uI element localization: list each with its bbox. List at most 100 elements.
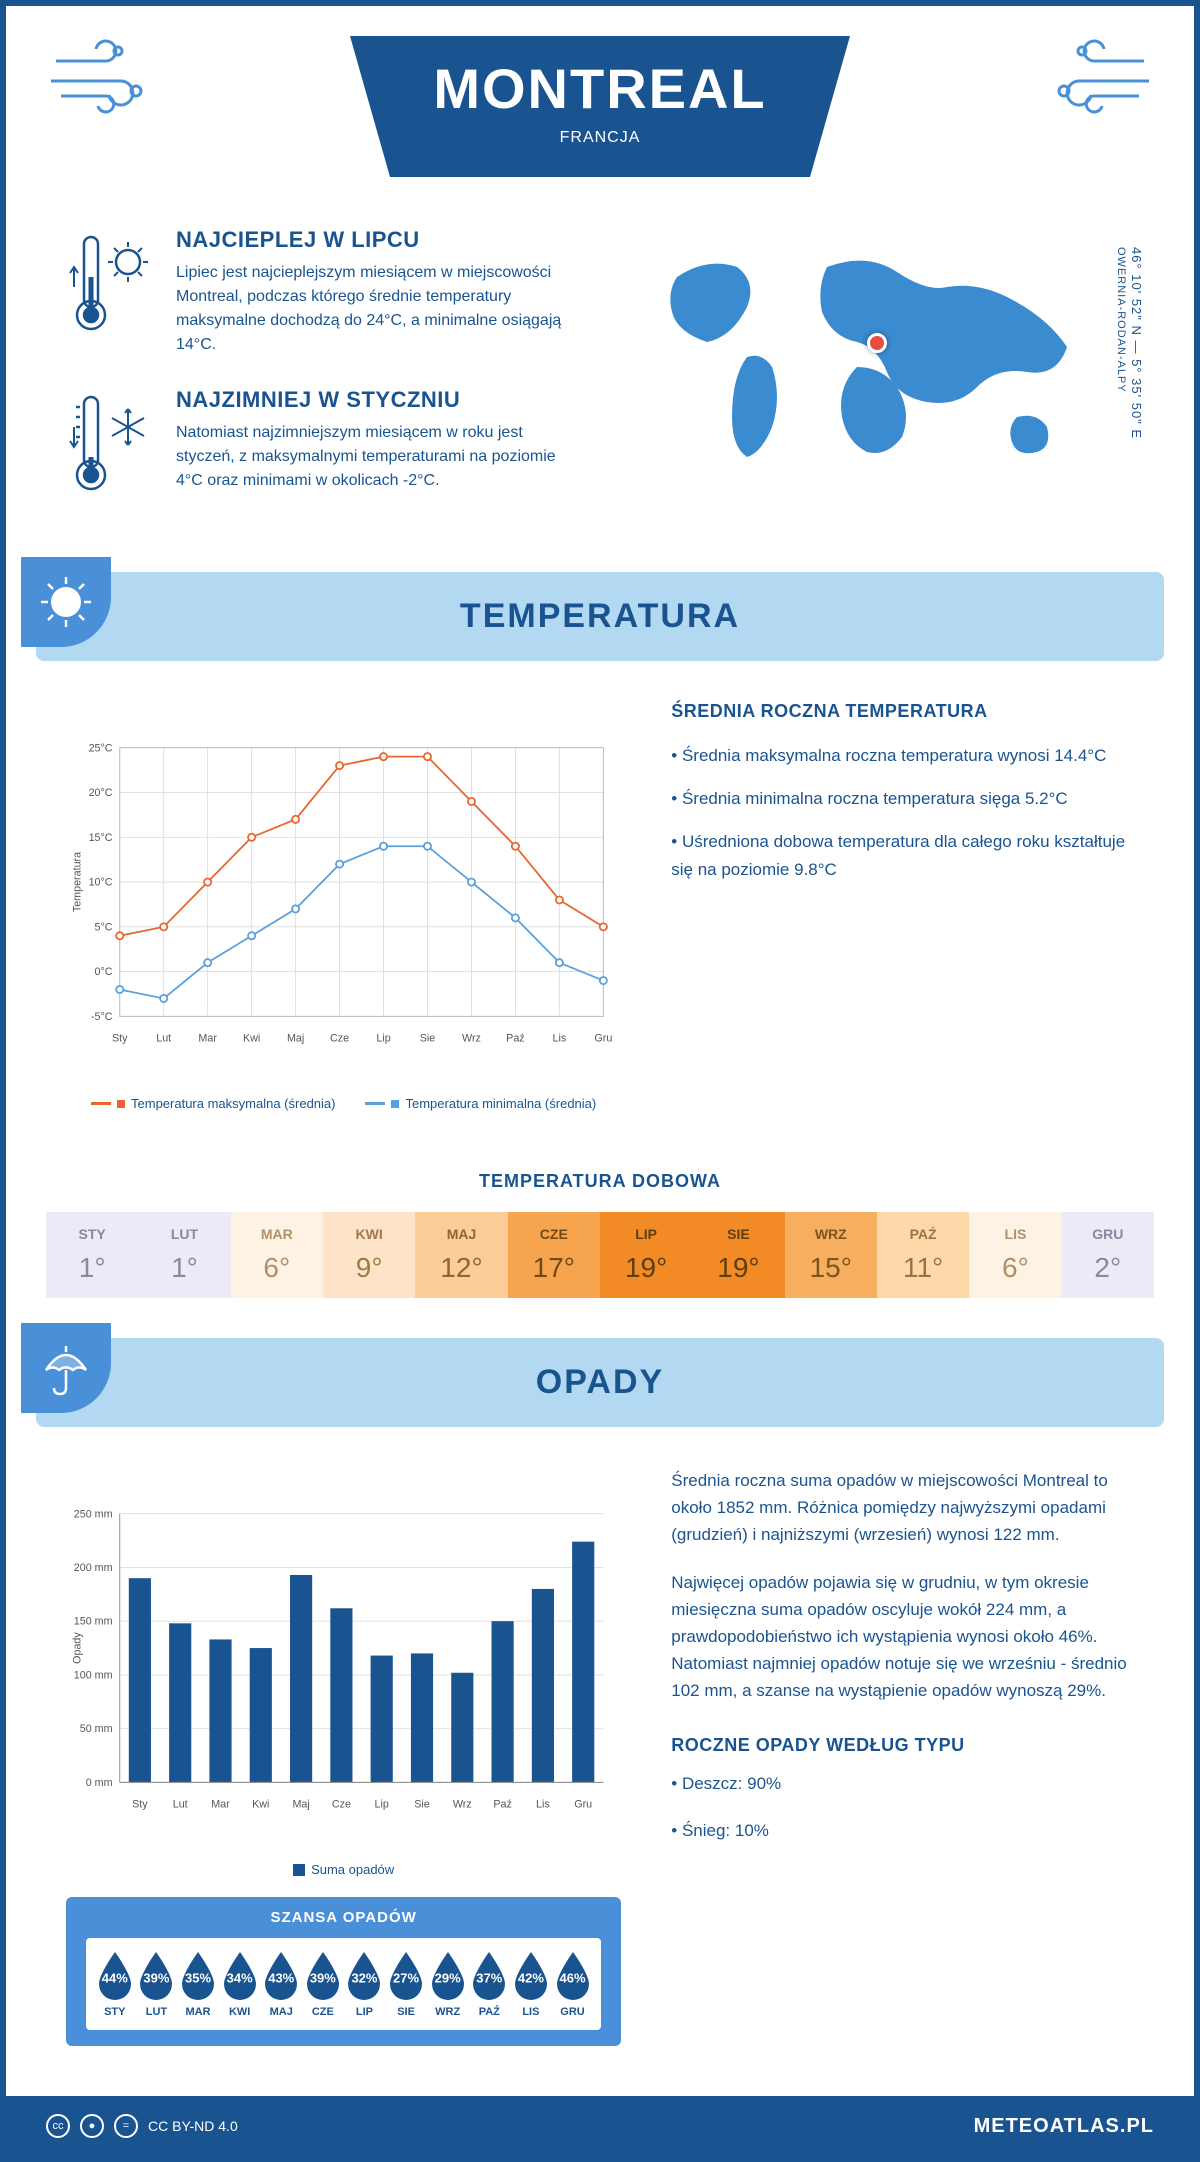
svg-text:Temperatura: Temperatura bbox=[71, 852, 83, 912]
footer-site: METEOATLAS.PL bbox=[974, 2115, 1154, 2138]
intro-left: NAJCIEPLEJ W LIPCU Lipiec jest najcieple… bbox=[66, 227, 580, 532]
svg-text:25°C: 25°C bbox=[89, 742, 113, 754]
cc-icon: cc bbox=[46, 2114, 70, 2138]
svg-text:Paź: Paź bbox=[506, 1032, 525, 1044]
daily-temp-title: TEMPERATURA DOBOWA bbox=[6, 1151, 1194, 1212]
location-marker-icon bbox=[867, 333, 887, 353]
country-subtitle: FRANCJA bbox=[430, 129, 770, 147]
svg-text:Wrz: Wrz bbox=[453, 1798, 472, 1810]
precipitation-legend: Suma opadów bbox=[66, 1862, 621, 1877]
svg-text:Lis: Lis bbox=[536, 1798, 550, 1810]
precip-p2: Najwięcej opadów pojawia się w grudniu, … bbox=[671, 1569, 1134, 1705]
svg-text:20°C: 20°C bbox=[89, 787, 113, 799]
warmest-body: Lipiec jest najcieplejszym miesiącem w m… bbox=[176, 261, 580, 357]
chance-drop: 43% MAJ bbox=[260, 1950, 302, 2018]
header: MONTREAL FRANCJA bbox=[6, 6, 1194, 197]
svg-text:Sie: Sie bbox=[420, 1032, 436, 1044]
svg-text:Kwi: Kwi bbox=[252, 1798, 269, 1810]
coldest-block: NAJZIMNIEJ W STYCZNIU Natomiast najzimni… bbox=[66, 387, 580, 502]
svg-text:Cze: Cze bbox=[332, 1798, 351, 1810]
title-banner: MONTREAL FRANCJA bbox=[350, 36, 850, 177]
svg-text:150 mm: 150 mm bbox=[74, 1616, 113, 1628]
svg-text:Sty: Sty bbox=[132, 1798, 148, 1810]
yearly-type-snow: • Śnieg: 10% bbox=[671, 1817, 1134, 1844]
svg-text:Lip: Lip bbox=[375, 1798, 389, 1810]
intro-section: NAJCIEPLEJ W LIPCU Lipiec jest najcieple… bbox=[6, 197, 1194, 572]
nd-icon: = bbox=[114, 2114, 138, 2138]
svg-text:Gru: Gru bbox=[594, 1032, 612, 1044]
warmest-title: NAJCIEPLEJ W LIPCU bbox=[176, 227, 580, 253]
thermometer-snow-icon bbox=[66, 387, 156, 502]
chance-drops: 44% STY 39% LUT 35% MAR 34% KWI 43% MAJ … bbox=[86, 1938, 601, 2030]
precipitation-content: 0 mm50 mm100 mm150 mm200 mm250 mmStyLutM… bbox=[6, 1427, 1194, 2066]
svg-text:Lut: Lut bbox=[156, 1032, 171, 1044]
precipitation-right: Średnia roczna suma opadów w miejscowośc… bbox=[671, 1467, 1134, 2046]
daily-cell: CZE 17° bbox=[508, 1212, 600, 1298]
world-map bbox=[620, 227, 1134, 507]
yearly-precip-type: ROCZNE OPADY WEDŁUG TYPU • Deszcz: 90% •… bbox=[671, 1735, 1134, 1844]
chance-drop: 32% LIP bbox=[344, 1950, 386, 2018]
temperature-legend: Temperatura maksymalna (średnia) Tempera… bbox=[66, 1096, 621, 1111]
svg-text:5°C: 5°C bbox=[95, 921, 113, 933]
thermometer-sun-icon bbox=[66, 227, 156, 357]
svg-text:Wrz: Wrz bbox=[462, 1032, 481, 1044]
yearly-type-rain: • Deszcz: 90% bbox=[671, 1770, 1134, 1797]
svg-text:Kwi: Kwi bbox=[243, 1032, 260, 1044]
svg-text:100 mm: 100 mm bbox=[74, 1669, 113, 1681]
warmest-block: NAJCIEPLEJ W LIPCU Lipiec jest najcieple… bbox=[66, 227, 580, 357]
svg-text:15°C: 15°C bbox=[89, 832, 113, 844]
chance-drop: 46% GRU bbox=[552, 1950, 594, 2018]
svg-text:Maj: Maj bbox=[287, 1032, 304, 1044]
temp-summary-p3: • Uśredniona dobowa temperatura dla całe… bbox=[671, 828, 1134, 882]
svg-text:Gru: Gru bbox=[574, 1798, 592, 1810]
daily-cell: KWI 9° bbox=[323, 1212, 415, 1298]
svg-text:Sty: Sty bbox=[112, 1032, 128, 1044]
chance-drop: 34% KWI bbox=[219, 1950, 261, 2018]
map-container: 46° 10' 52" N — 5° 35' 50" EOWERNIA-RODA… bbox=[620, 227, 1134, 532]
svg-text:Opady: Opady bbox=[71, 1632, 83, 1664]
temperature-summary: ŚREDNIA ROCZNA TEMPERATURA • Średnia mak… bbox=[671, 701, 1134, 1111]
svg-text:Mar: Mar bbox=[211, 1798, 230, 1810]
svg-text:Lis: Lis bbox=[553, 1032, 567, 1044]
temp-summary-p2: • Średnia minimalna roczna temperatura s… bbox=[671, 785, 1134, 812]
precipitation-left: 0 mm50 mm100 mm150 mm200 mm250 mmStyLutM… bbox=[66, 1467, 621, 2046]
chance-title: SZANSA OPADÓW bbox=[86, 1909, 601, 1926]
daily-temp-table: STY 1° LUT 1° MAR 6° KWI 9° MAJ 12° CZE … bbox=[46, 1212, 1154, 1298]
daily-cell: SIE 19° bbox=[692, 1212, 784, 1298]
svg-text:200 mm: 200 mm bbox=[74, 1562, 113, 1574]
chance-drop: 42% LIS bbox=[510, 1950, 552, 2018]
page-container: MONTREAL FRANCJA NAJCIEPLEJ W LIPCU Lipi… bbox=[0, 0, 1200, 2162]
temp-summary-title: ŚREDNIA ROCZNA TEMPERATURA bbox=[671, 701, 1134, 722]
svg-text:Maj: Maj bbox=[292, 1798, 309, 1810]
temperature-chart-section: -5°C0°C5°C10°C15°C20°C25°CStyLutMarKwiMa… bbox=[6, 661, 1194, 1151]
daily-cell: MAJ 12° bbox=[415, 1212, 507, 1298]
daily-cell: PAŹ 11° bbox=[877, 1212, 969, 1298]
daily-cell: LUT 1° bbox=[138, 1212, 230, 1298]
footer-license: cc ● = CC BY-ND 4.0 bbox=[46, 2114, 238, 2138]
daily-cell: STY 1° bbox=[46, 1212, 138, 1298]
svg-text:Lip: Lip bbox=[376, 1032, 390, 1044]
daily-cell: GRU 2° bbox=[1062, 1212, 1154, 1298]
chance-drop: 27% SIE bbox=[385, 1950, 427, 2018]
svg-text:0 mm: 0 mm bbox=[86, 1777, 113, 1789]
chance-drop: 37% PAŹ bbox=[468, 1950, 510, 2018]
chance-drop: 35% MAR bbox=[177, 1950, 219, 2018]
svg-text:250 mm: 250 mm bbox=[74, 1508, 113, 1520]
city-title: MONTREAL bbox=[430, 56, 770, 121]
temperature-section-header: TEMPERATURA bbox=[36, 572, 1164, 661]
yearly-type-title: ROCZNE OPADY WEDŁUG TYPU bbox=[671, 1735, 1134, 1756]
by-icon: ● bbox=[80, 2114, 104, 2138]
svg-text:Cze: Cze bbox=[330, 1032, 349, 1044]
coordinates-text: 46° 10' 52" N — 5° 35' 50" EOWERNIA-RODA… bbox=[1114, 247, 1144, 439]
svg-text:Paź: Paź bbox=[493, 1798, 512, 1810]
daily-cell: LIS 6° bbox=[969, 1212, 1061, 1298]
svg-text:0°C: 0°C bbox=[95, 966, 113, 978]
daily-cell: LIP 19° bbox=[600, 1212, 692, 1298]
coldest-title: NAJZIMNIEJ W STYCZNIU bbox=[176, 387, 580, 413]
precipitation-section-header: OPADY bbox=[36, 1338, 1164, 1427]
temperature-chart: -5°C0°C5°C10°C15°C20°C25°CStyLutMarKwiMa… bbox=[66, 701, 621, 1111]
daily-cell: WRZ 15° bbox=[785, 1212, 877, 1298]
svg-text:Lut: Lut bbox=[173, 1798, 188, 1810]
footer: cc ● = CC BY-ND 4.0 METEOATLAS.PL bbox=[6, 2096, 1194, 2156]
svg-text:-5°C: -5°C bbox=[91, 1011, 113, 1023]
